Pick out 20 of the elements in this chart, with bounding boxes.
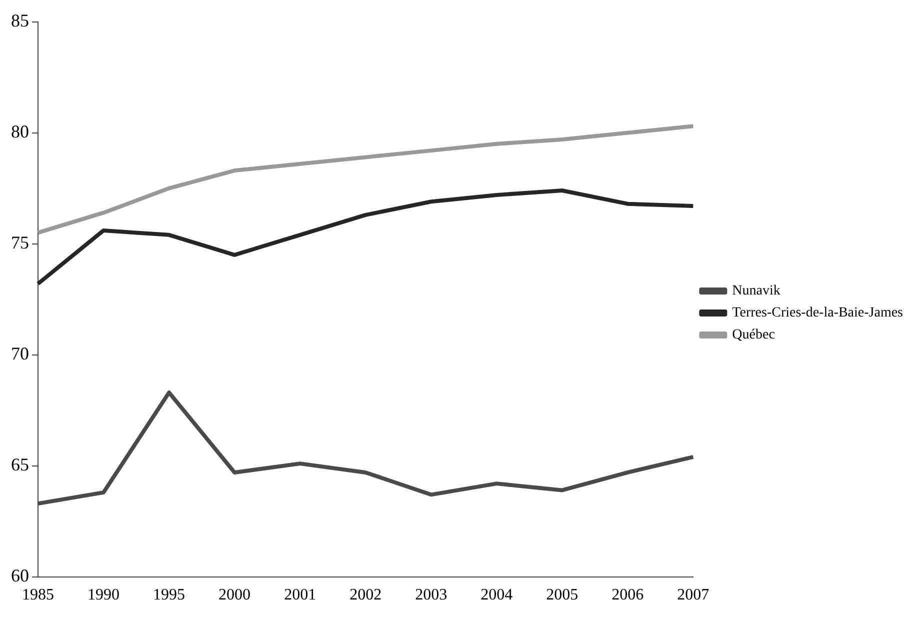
x-tick-label: 2005 bbox=[546, 586, 578, 604]
x-tick-label: 2007 bbox=[677, 586, 710, 604]
y-tick-label: 85 bbox=[11, 10, 29, 31]
y-tick-label: 75 bbox=[11, 232, 29, 253]
y-tick-label: 70 bbox=[11, 344, 29, 364]
x-tick-label: 2003 bbox=[415, 586, 448, 604]
y-tick-label: 80 bbox=[11, 122, 29, 142]
legend-label: Québec bbox=[732, 328, 775, 343]
x-tick-label: 2006 bbox=[612, 586, 644, 604]
x-tick-label: 2001 bbox=[284, 586, 316, 604]
x-tick-label: 2004 bbox=[480, 586, 513, 604]
x-tick-label: 1990 bbox=[88, 586, 120, 604]
y-tick-label: 65 bbox=[11, 454, 29, 475]
x-tick-label: 1985 bbox=[22, 586, 54, 604]
x-tick-label: 2000 bbox=[218, 586, 251, 604]
legend-label: Nunavik bbox=[732, 284, 780, 299]
legend-label: Terres-Cries-de-la-Baie-James bbox=[732, 306, 904, 321]
x-tick-label: 2002 bbox=[350, 586, 382, 604]
y-tick-label: 60 bbox=[11, 566, 29, 586]
x-tick-label: 1995 bbox=[153, 586, 186, 604]
